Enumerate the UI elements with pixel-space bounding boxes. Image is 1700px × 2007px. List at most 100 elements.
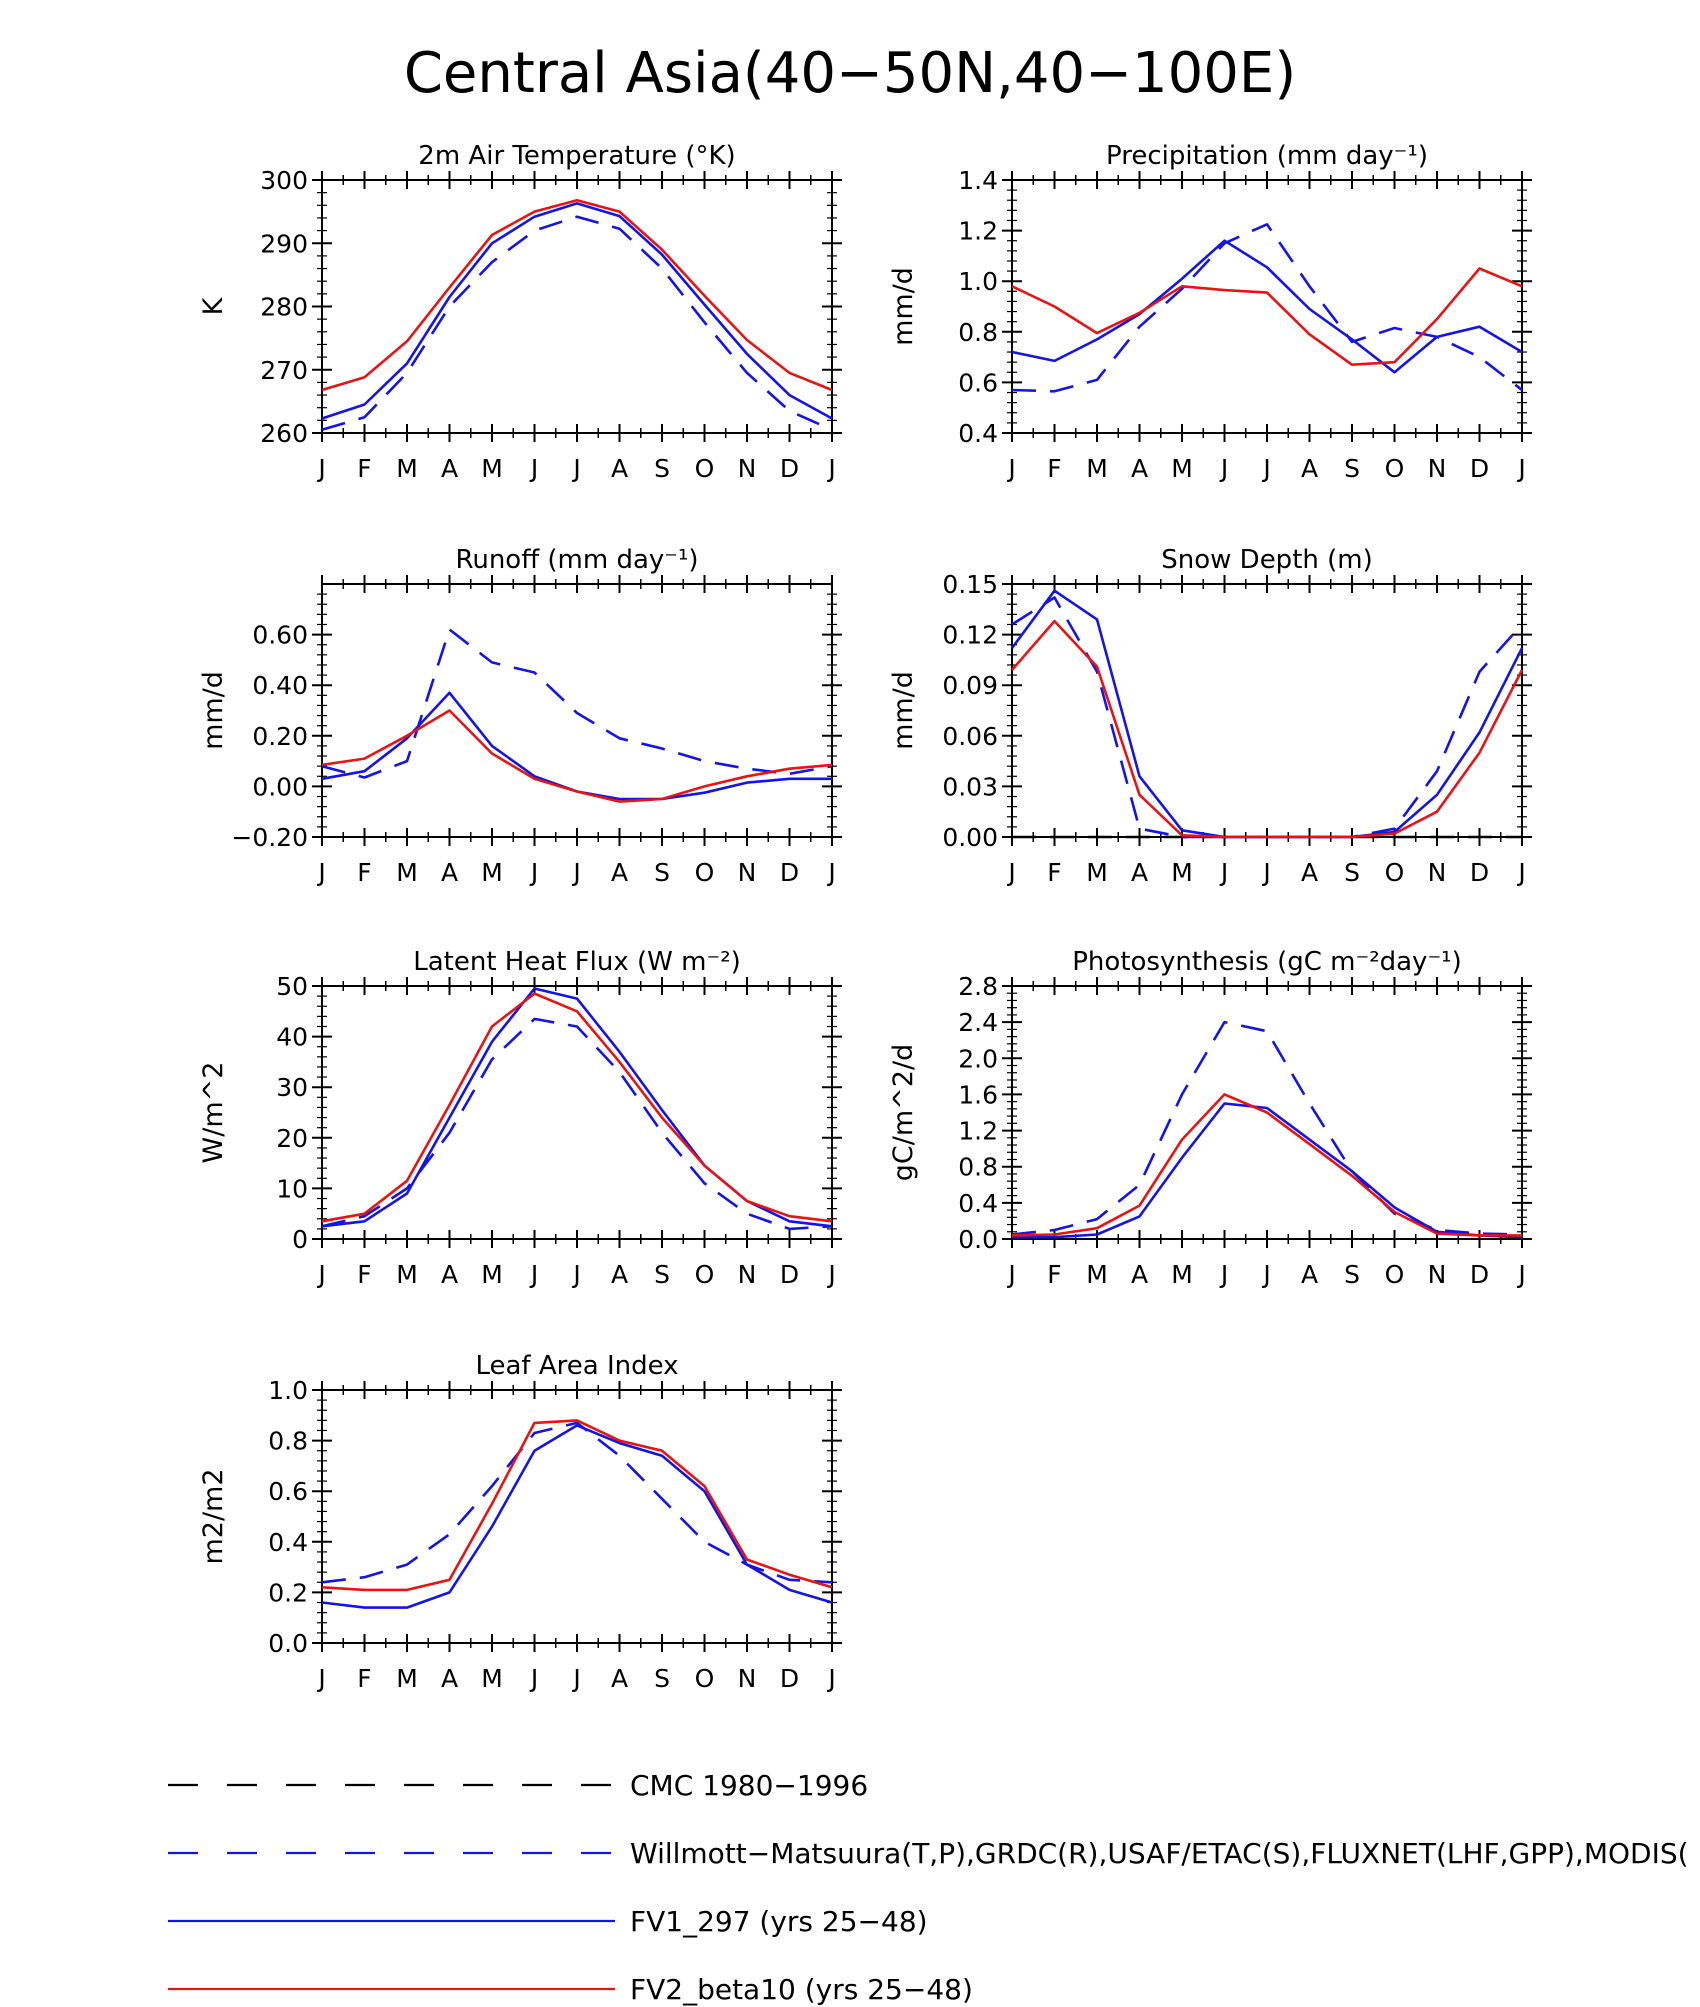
x-tick-label: M	[396, 1664, 418, 1693]
y-tick-label: 0.0	[268, 1629, 308, 1658]
y-tick-label: 270	[260, 356, 308, 385]
y-tick-label: 0.4	[958, 419, 998, 448]
series-line-fv1	[321, 202, 833, 420]
x-tick-label: J	[1516, 454, 1525, 483]
x-tick-label: J	[529, 858, 538, 887]
panel-title: Precipitation (mm day⁻¹)	[1106, 141, 1428, 171]
x-tick-label: F	[1047, 858, 1061, 887]
y-tick-label: 30	[276, 1073, 308, 1102]
y-tick-label: 0.15	[942, 570, 998, 599]
series-line-fv1	[321, 691, 832, 801]
x-tick-label: S	[654, 858, 670, 887]
x-tick-label: A	[441, 858, 458, 887]
plot-frame	[321, 985, 833, 1240]
y-tick-label: 0.8	[268, 1427, 308, 1456]
legend-label: FV2_beta10 (yrs 25−48)	[630, 1973, 973, 2006]
y-tick-label: 0.12	[942, 621, 998, 650]
panel-title: Photosynthesis (gC m⁻²day⁻¹)	[1072, 947, 1461, 977]
y-tick-label: 0	[292, 1225, 308, 1254]
x-tick-label: D	[1470, 858, 1489, 887]
plot-frame	[321, 583, 833, 838]
series-line-fv2	[1011, 1093, 1522, 1237]
panel-runoff: J F M A M J J A S O N D J−0.200.000.200.400.60Runoff…	[198, 545, 842, 887]
x-tick-label: S	[1344, 1260, 1360, 1289]
x-tick-label: A	[1131, 454, 1148, 483]
y-axis-label: W/m^2	[198, 1062, 229, 1164]
x-tick-label: O	[1385, 1260, 1405, 1289]
y-tick-label: 10	[276, 1174, 308, 1203]
panel-title: Runoff (mm day⁻¹)	[455, 545, 698, 575]
y-tick-label: 2.8	[958, 972, 998, 1001]
legend: CMC 1980−1996 Willmott−Matsuura(T,P),GRDC…	[168, 1769, 1689, 2006]
x-tick-label: A	[611, 1664, 628, 1693]
x-tick-label: J	[316, 858, 325, 887]
y-tick-label: 0.03	[942, 772, 998, 801]
x-tick-label: D	[1470, 1260, 1489, 1289]
x-tick-label: A	[611, 1260, 628, 1289]
x-tick-label: D	[780, 858, 799, 887]
x-tick-label: A	[441, 1664, 458, 1693]
series-line-obs	[321, 1421, 833, 1584]
legend-label: Willmott−Matsuura(T,P),GRDC(R),USAF/ETAC…	[630, 1837, 1689, 1870]
x-tick-label: N	[1428, 858, 1447, 887]
series-line-fv2	[321, 198, 833, 392]
x-tick-label: S	[654, 454, 670, 483]
x-tick-label: J	[529, 1664, 538, 1693]
series-line-obs	[321, 628, 833, 779]
x-tick-label: O	[695, 1664, 715, 1693]
y-tick-label: 2.0	[958, 1044, 998, 1073]
x-tick-label: M	[396, 1260, 418, 1289]
x-tick-label: A	[1131, 1260, 1148, 1289]
y-tick-label: 0.06	[942, 722, 998, 751]
x-tick-label: N	[1428, 1260, 1447, 1289]
x-tick-label: F	[357, 1260, 371, 1289]
y-tick-label: 0.8	[958, 318, 998, 347]
x-tick-label: F	[357, 858, 371, 887]
x-tick-label: M	[1171, 454, 1193, 483]
y-tick-label: 50	[276, 972, 308, 1001]
series-line-obs	[1011, 1020, 1523, 1236]
y-tick-label: 0.20	[252, 722, 308, 751]
series-line-fv1	[1011, 239, 1523, 374]
x-tick-label: N	[738, 454, 757, 483]
panel-snow: J F M A M J J A S O N D J0.000.030.060.090.120.15Sno…	[888, 545, 1532, 887]
x-tick-label: D	[780, 1664, 799, 1693]
x-tick-label: M	[481, 454, 503, 483]
y-tick-label: 0.2	[268, 1578, 308, 1607]
x-tick-label: A	[611, 858, 628, 887]
x-tick-label: M	[1086, 858, 1108, 887]
x-tick-label: J	[826, 454, 835, 483]
plot-frame	[1011, 179, 1523, 434]
x-tick-label: M	[481, 1260, 503, 1289]
x-tick-label: F	[357, 454, 371, 483]
y-tick-label: 1.6	[958, 1080, 998, 1109]
x-tick-label: M	[481, 1664, 503, 1693]
x-tick-label: J	[1219, 454, 1228, 483]
x-tick-label: O	[695, 1260, 715, 1289]
x-tick-label: S	[1344, 454, 1360, 483]
x-tick-label: M	[1171, 858, 1193, 887]
x-tick-label: D	[780, 454, 799, 483]
x-tick-label: O	[695, 858, 715, 887]
y-tick-label: 1.2	[958, 1117, 998, 1146]
x-tick-label: S	[654, 1260, 670, 1289]
y-axis-label: mm/d	[198, 671, 229, 750]
y-tick-label: 0.4	[268, 1528, 308, 1557]
x-tick-label: A	[1301, 1260, 1318, 1289]
x-tick-label: J	[571, 454, 580, 483]
series-line-fv2	[1011, 619, 1524, 839]
x-tick-label: A	[611, 454, 628, 483]
x-tick-label: D	[1470, 454, 1489, 483]
x-tick-label: J	[1006, 454, 1015, 483]
legend-item-fv2: FV2_beta10 (yrs 25−48)	[168, 1973, 973, 2006]
y-tick-label: 20	[276, 1124, 308, 1153]
y-tick-label: 0.00	[252, 772, 308, 801]
legend-item-obs: Willmott−Matsuura(T,P),GRDC(R),USAF/ETAC…	[168, 1837, 1689, 1870]
y-tick-label: 0.0	[958, 1225, 998, 1254]
x-tick-label: J	[316, 1664, 325, 1693]
y-tick-label: 0.00	[942, 823, 998, 852]
x-tick-label: J	[826, 858, 835, 887]
